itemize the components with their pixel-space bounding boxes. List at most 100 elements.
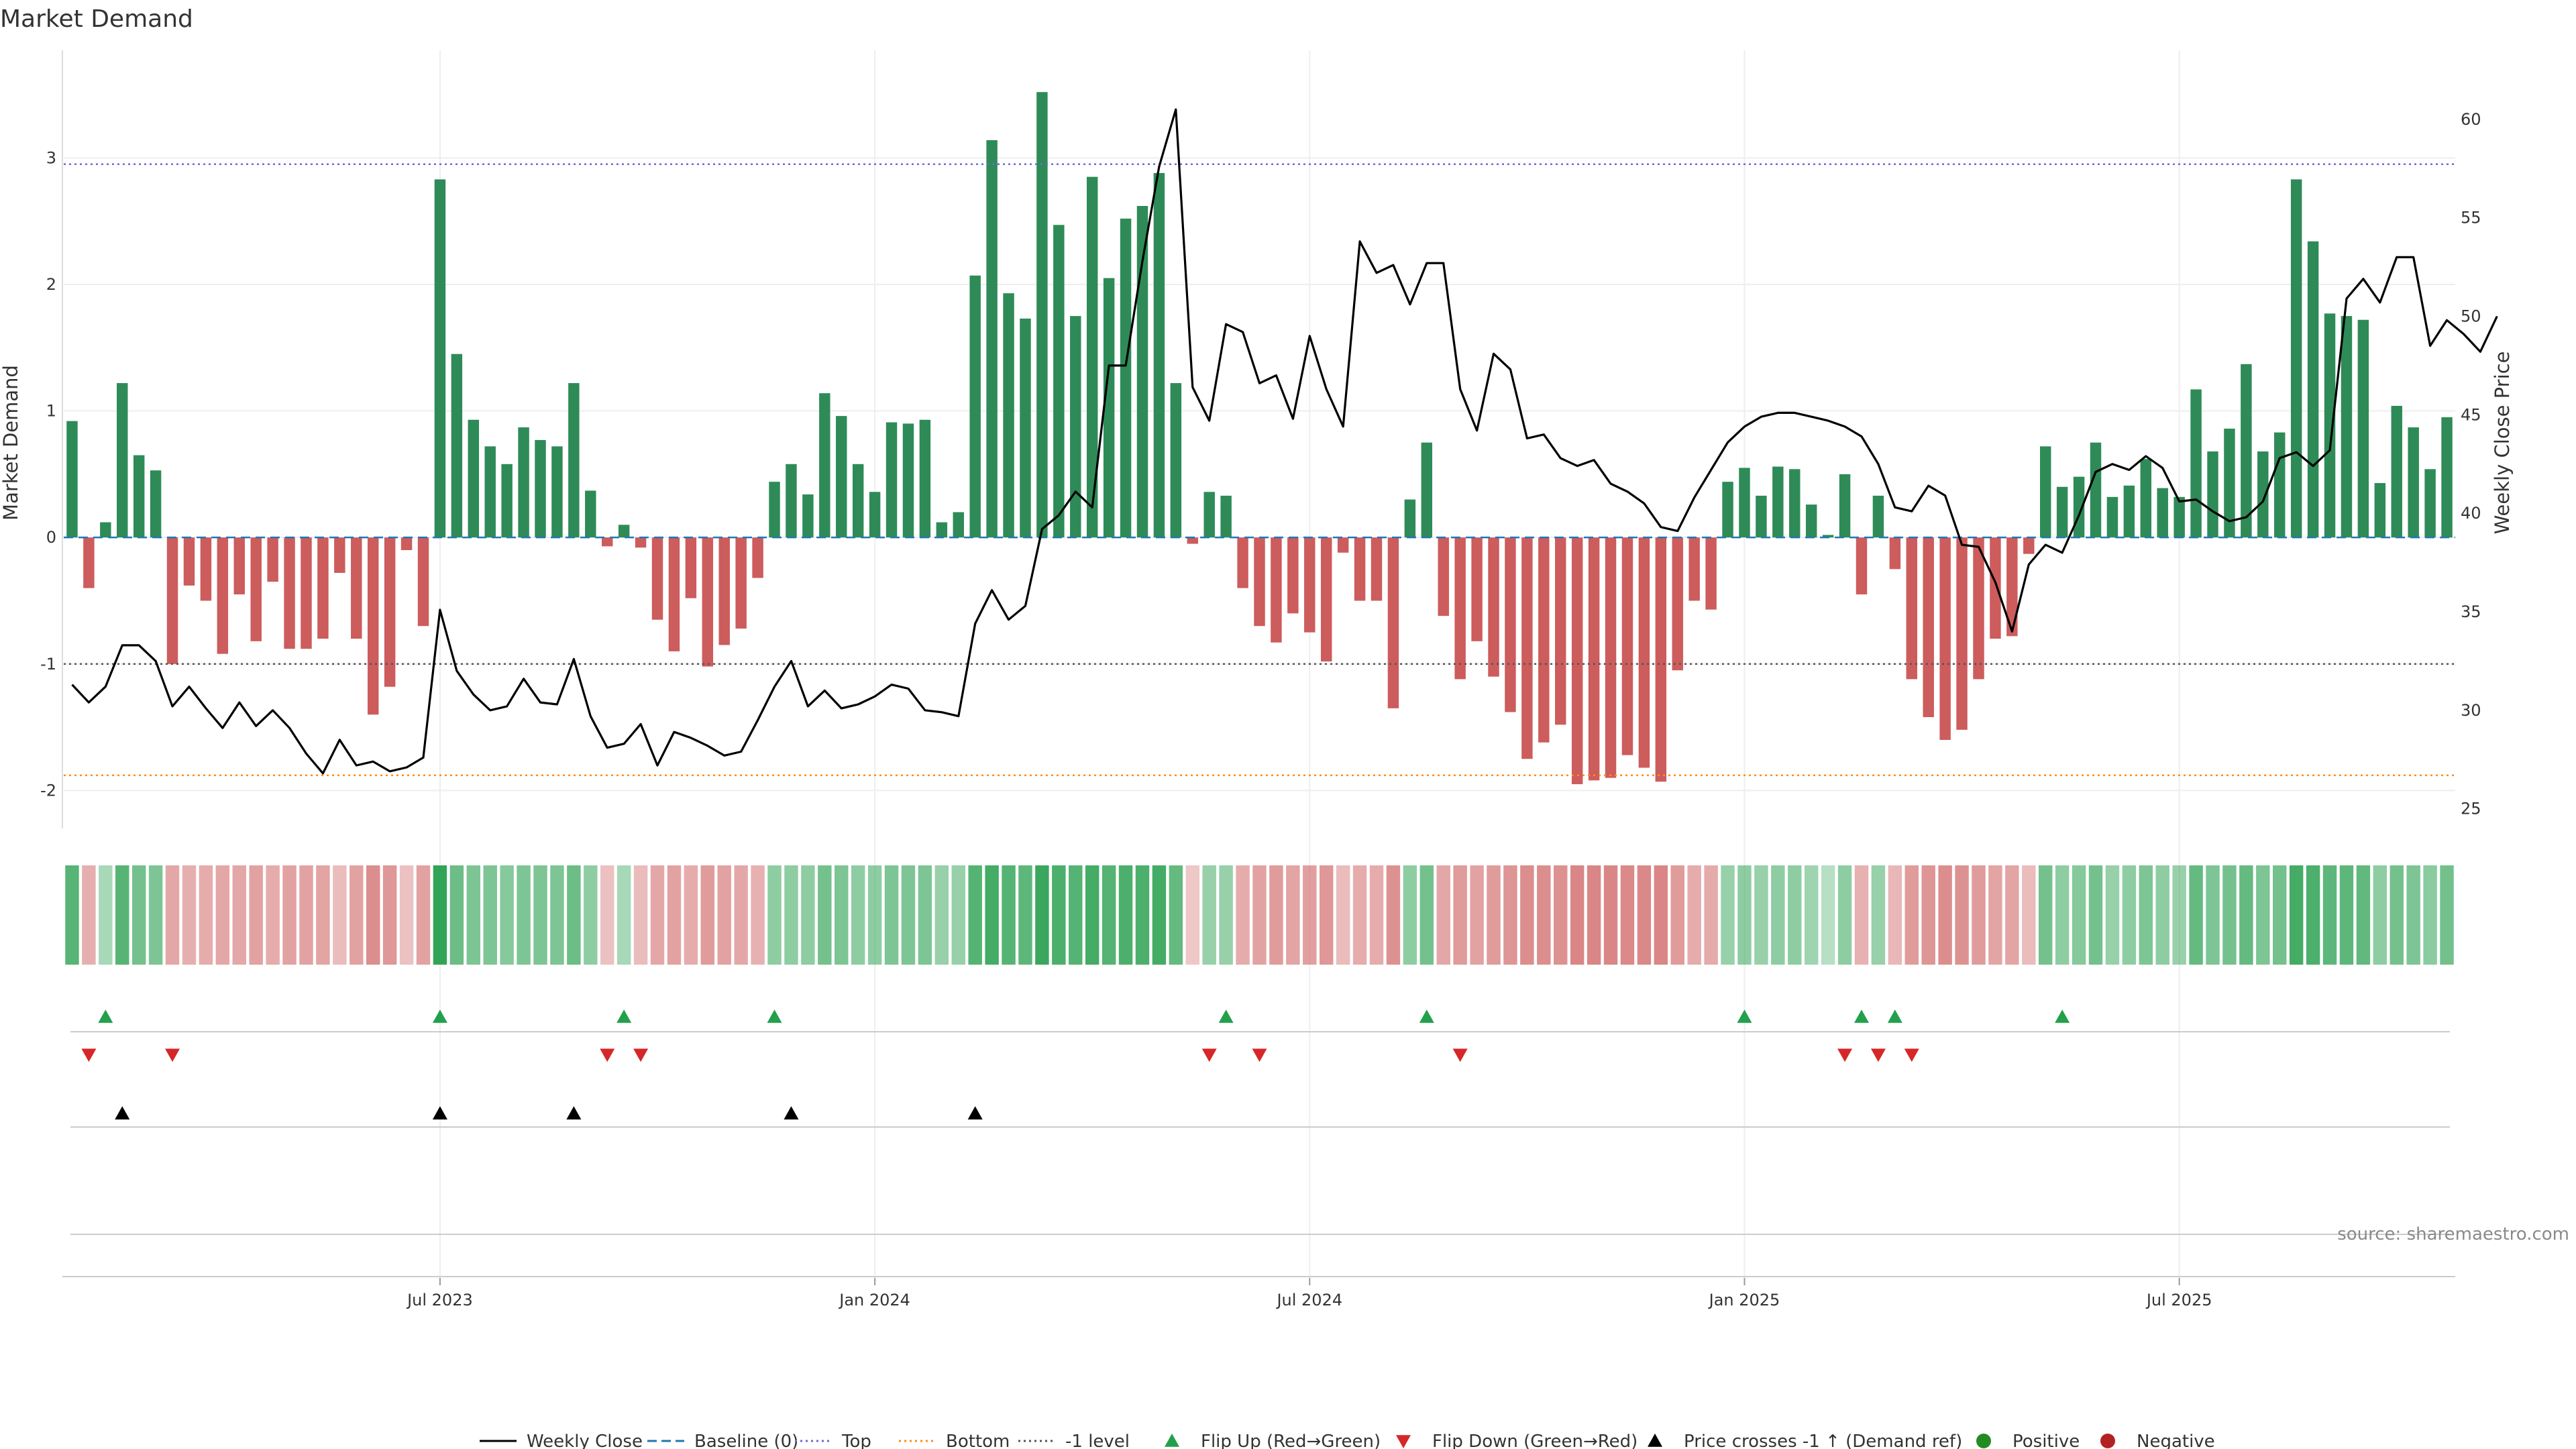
demand-bar-positive (2307, 241, 2319, 538)
demand-bar-positive (852, 464, 864, 538)
demand-bar-positive (1103, 278, 1115, 538)
strip-cell-positive (968, 865, 982, 965)
y-tick-label: 2 (46, 275, 56, 294)
strip-cell-negative (1603, 865, 1618, 965)
demand-bar-positive (2207, 451, 2218, 538)
legend-label: Bottom (946, 1432, 1010, 1449)
flip-down-marker (1252, 1049, 1267, 1062)
strip-cell-negative (1670, 865, 1684, 965)
x-tick-label: Jan 2025 (1708, 1291, 1780, 1309)
demand-bar-negative (417, 537, 429, 627)
strip-cell-negative (199, 865, 213, 965)
strip-cell-positive (851, 865, 865, 965)
demand-bar-positive (1822, 535, 1834, 538)
strip-cell-negative (1620, 865, 1635, 965)
strip-cell-negative (1319, 865, 1334, 965)
demand-bar-positive (1153, 172, 1165, 538)
strip-cell-positive (550, 865, 564, 965)
legend-label: Flip Down (Green→Red) (1432, 1432, 1638, 1449)
strip-cell-negative (382, 865, 397, 965)
legend-swatch-triangle-up (1648, 1434, 1662, 1447)
strip-cell-positive (1754, 865, 1768, 965)
flip-up-marker (98, 1010, 113, 1023)
y-tick-label: 1 (46, 402, 56, 421)
demand-bar-positive (618, 525, 630, 538)
legend: Weekly Close Baseline (0) Top Bottom -1 leve… (480, 1432, 2215, 1449)
demand-bar-positive (1086, 176, 1098, 538)
strip-cell-negative (165, 865, 180, 965)
strip-cell-positive (918, 865, 932, 965)
demand-bar-positive (2357, 319, 2369, 538)
strip-cell-positive (65, 865, 79, 965)
demand-bar-negative (1488, 537, 1499, 677)
strip-cell-positive (483, 865, 497, 965)
flip-down-marker (1904, 1049, 1919, 1062)
demand-bar-negative (1973, 537, 1984, 680)
demand-bar-positive (1120, 218, 1132, 538)
strip-cell-negative (1369, 865, 1384, 965)
strip-cell-positive (1052, 865, 1066, 965)
demand-bar-negative (1939, 537, 1951, 740)
demand-bar-positive (969, 275, 981, 538)
flip-up-marker (1887, 1010, 1902, 1023)
flip-down-marker (1201, 1049, 1217, 1062)
strip-cell-positive (500, 865, 514, 965)
strip-cell-negative (1236, 865, 1250, 965)
legend-label: Top (841, 1432, 871, 1449)
strip-cell-positive (2289, 865, 2304, 965)
demand-bar-positive (2324, 313, 2336, 538)
strip-cell-negative (316, 865, 330, 965)
demand-bar-positive (2056, 486, 2068, 538)
demand-bar-negative (668, 537, 680, 651)
strip-cell-positive (818, 865, 832, 965)
legend-swatch-triangle-down (1396, 1435, 1411, 1448)
demand-bar-positive (802, 494, 814, 538)
strip-cell-positive (616, 865, 631, 965)
demand-bar-positive (1739, 468, 1750, 538)
demand-bar-negative (317, 537, 329, 639)
strip-cell-negative (232, 865, 246, 965)
strip-cell-positive (1788, 865, 1802, 965)
demand-bar-negative (1571, 537, 1583, 784)
strip-cell-negative (700, 865, 715, 965)
y-tick-label: 3 (46, 148, 56, 167)
strip-cell-positive (2139, 865, 2153, 965)
demand-bar-negative (367, 537, 379, 715)
demand-bar-positive (468, 419, 480, 538)
strip-cell-negative (1904, 865, 1919, 965)
demand-bar-positive (1772, 466, 1784, 538)
strip-cell-negative (399, 865, 414, 965)
flip-up-marker (2055, 1010, 2070, 1023)
strip-cell-negative (734, 865, 748, 965)
flip-up-marker (1854, 1010, 1869, 1023)
strip-cell-positive (584, 865, 598, 965)
strip-cell-negative (266, 865, 280, 965)
strip-cell-positive (2406, 865, 2420, 965)
strip-cell-negative (1520, 865, 1534, 965)
flip-down-marker (633, 1049, 649, 1062)
demand-bar-negative (1638, 537, 1650, 768)
strip-cell-negative (1955, 865, 1969, 965)
demand-bar-negative (1956, 537, 1968, 730)
strip-cell-negative (1303, 865, 1317, 965)
demand-bar-positive (2157, 488, 2168, 538)
strip-cell-positive (2440, 865, 2454, 965)
strip-cell-negative (1352, 865, 1367, 965)
strip-cell-positive (2122, 865, 2137, 965)
strip-cell-negative (1888, 865, 1902, 965)
x-tick-label: Jul 2023 (406, 1291, 473, 1309)
demand-bar-positive (2391, 406, 2402, 538)
demand-bar-positive (2039, 446, 2051, 538)
strip-cell-positive (1403, 865, 1417, 965)
flip-up-marker (1218, 1010, 1234, 1023)
strip-cell-negative (1687, 865, 1701, 965)
demand-bar-negative (1889, 537, 1901, 570)
strip-cell-negative (1654, 865, 1668, 965)
demand-bar-positive (117, 383, 128, 538)
strip-cell-negative (1537, 865, 1551, 965)
y2-tick-label: 25 (2461, 800, 2481, 818)
strip-cell-positive (1018, 865, 1032, 965)
demand-bar-negative (1304, 537, 1316, 633)
demand-bar-negative (233, 537, 245, 595)
demand-bar-negative (1588, 537, 1600, 781)
